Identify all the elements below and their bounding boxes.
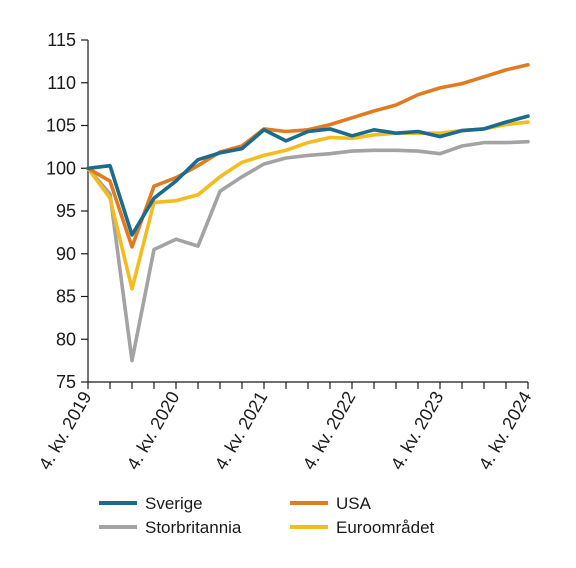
y-tick-label: 75	[56, 372, 76, 392]
y-tick-label: 95	[56, 201, 76, 221]
y-tick-label: 100	[46, 158, 76, 178]
x-tick-label: 4. kv. 2019	[35, 388, 96, 473]
x-tick-label: 4. kv. 2022	[299, 388, 360, 473]
series-layer	[86, 63, 530, 363]
x-tick-label: 4. kv. 2021	[211, 388, 272, 473]
axes: 75 80 85 90 95 100 105 110 115 4. kv. 2019 4. kv. …	[35, 30, 536, 473]
legend-label: Euroområdet	[336, 518, 435, 537]
series-line-sverige	[86, 114, 530, 237]
y-tick-label: 80	[56, 329, 76, 349]
y-tick-label: 115	[47, 30, 76, 50]
x-tick-label: 4. kv. 2023	[387, 388, 448, 473]
legend-label: Sverige	[145, 494, 203, 513]
y-tick-label: 110	[47, 73, 76, 93]
x-tick-label: 4. kv. 2024	[475, 388, 536, 473]
series-line-storbritannia	[86, 139, 530, 363]
x-tick-label: 4. kv. 2020	[123, 388, 184, 473]
y-tick-label: 85	[56, 287, 76, 307]
legend-label: Storbritannia	[145, 518, 242, 537]
legend: Sverige USA Storbritannia Euroområdet	[99, 494, 435, 537]
y-tick-label: 90	[56, 244, 76, 264]
y-tick-label: 105	[46, 116, 76, 136]
legend-label: USA	[336, 494, 372, 513]
